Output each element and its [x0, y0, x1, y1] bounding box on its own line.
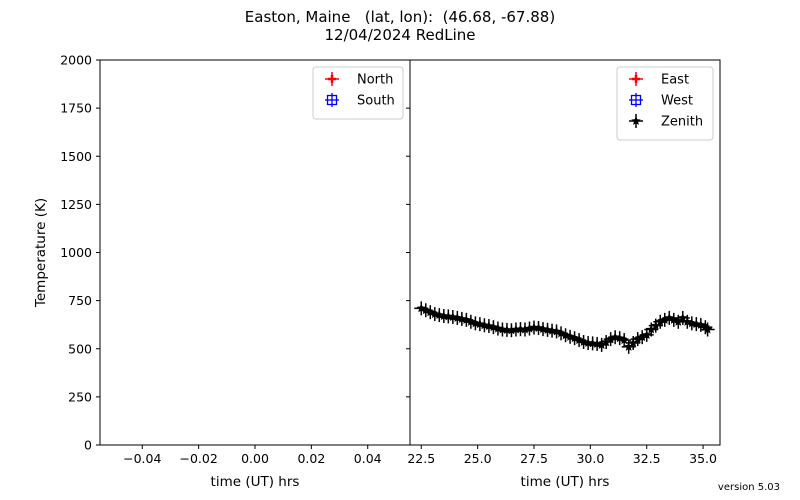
- y-tick-label: 1000: [60, 245, 92, 260]
- right-panel: 22.5 25.0 27.5 30.0 32.5 35.0 time (UT) hrs Eas…: [406, 59, 721, 490]
- x-tick-label: 32.5: [633, 451, 661, 466]
- x-tick-label: 0.02: [297, 451, 325, 466]
- legend-label: West: [661, 94, 693, 109]
- y-tick-label: 0: [84, 438, 92, 453]
- y-tick-label: 500: [68, 341, 92, 356]
- y-tick-label: 750: [68, 293, 92, 308]
- chart-title-line1: Easton, Maine (lat, lon): (46.68, -67.88…: [245, 8, 555, 26]
- x-axis-label: time (UT) hrs: [521, 474, 610, 490]
- x-tick-label: 30.0: [576, 451, 604, 466]
- x-tick-label: −0.04: [123, 451, 161, 466]
- legend-label: Zenith: [661, 115, 703, 130]
- x-tick-label: 0.00: [241, 451, 269, 466]
- x-tick-label: 27.5: [520, 451, 548, 466]
- legend-label: North: [357, 73, 393, 88]
- x-tick-label: −0.02: [179, 451, 217, 466]
- x-tick-label: 25.0: [464, 451, 492, 466]
- version-label: version 5.03: [718, 482, 780, 493]
- legend-label: East: [661, 73, 689, 88]
- legend-marker: [325, 93, 339, 107]
- legend-label: South: [357, 94, 395, 109]
- legend-marker: [629, 93, 643, 107]
- x-axis-label: time (UT) hrs: [211, 474, 300, 490]
- y-tick-label: 250: [68, 389, 92, 404]
- y-tick-label: 1500: [60, 149, 92, 164]
- x-tick-label: 22.5: [407, 451, 435, 466]
- x-tick-label: 0.04: [354, 451, 382, 466]
- chart-title-line2: 12/04/2024 RedLine: [325, 26, 476, 44]
- y-axis-label: Temperature (K): [33, 198, 49, 308]
- legend-marker: [325, 72, 339, 86]
- x-tick-label: 35.0: [689, 451, 717, 466]
- y-tick-label: 1250: [60, 197, 92, 212]
- left-panel: −0.04 −0.02 0.00 0.02 0.04 0 250 500 750 1000 1250…: [33, 53, 411, 490]
- y-tick-label: 2000: [60, 53, 92, 68]
- legend-marker: [629, 72, 643, 86]
- legend-marker: [629, 114, 643, 128]
- y-tick-label: 1750: [60, 101, 92, 116]
- data-point: [700, 322, 715, 337]
